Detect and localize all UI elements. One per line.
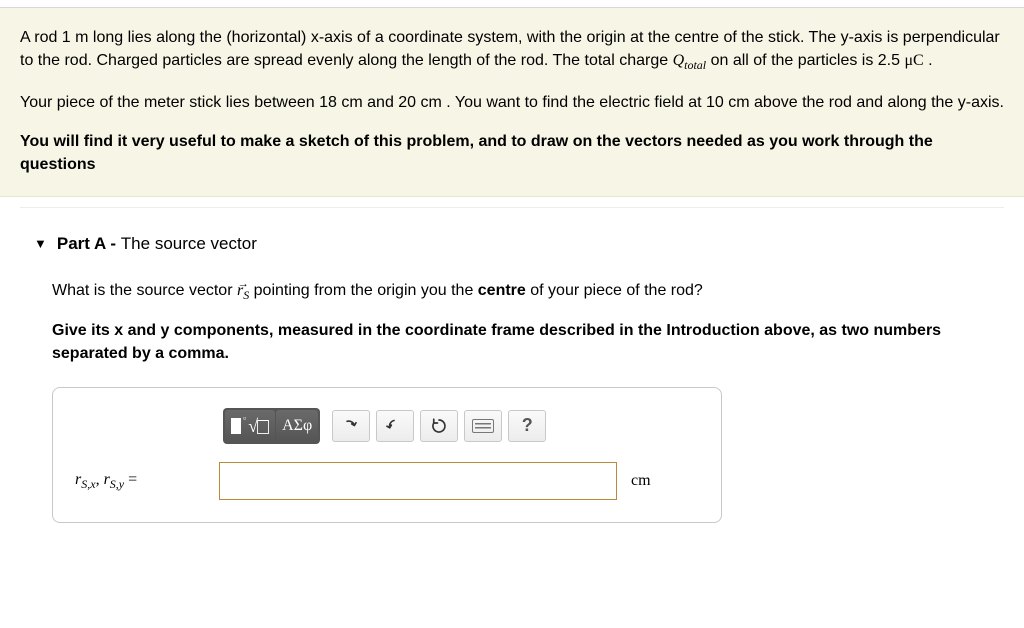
redo-icon <box>386 417 404 435</box>
undo-button[interactable] <box>332 410 370 442</box>
part-subtitle: The source vector <box>121 234 257 253</box>
keyboard-button[interactable] <box>464 410 502 442</box>
rect-icon <box>231 418 241 434</box>
intro-paragraph-3: You will find it very useful to make a s… <box>20 130 1004 176</box>
sqrt-icon: ▫√ <box>243 414 269 437</box>
label-sep: , <box>96 471 104 488</box>
part-dash: - <box>106 234 121 253</box>
help-button[interactable]: ? <box>508 410 546 442</box>
answer-box: ▫√ ΑΣφ ? <box>52 387 722 523</box>
equation-toolbar: ▫√ ΑΣφ ? <box>223 408 699 444</box>
redo-button[interactable] <box>376 410 414 442</box>
question-a: What is the source vector <box>52 282 237 299</box>
toolbar-dark-group: ▫√ ΑΣφ <box>223 408 320 444</box>
intro-panel: A rod 1 m long lies along the (horizonta… <box>0 8 1024 197</box>
greek-button[interactable]: ΑΣφ <box>276 410 318 442</box>
part-a-container: ▼ Part A - The source vector What is the… <box>0 207 1024 533</box>
question-c: of your piece of the rod? <box>526 282 703 299</box>
undo-icon <box>342 417 360 435</box>
intro-p1-text-c: . <box>924 52 933 69</box>
intro-q-var: Q <box>673 52 685 69</box>
question-bold: centre <box>478 282 526 299</box>
intro-paragraph-1: A rod 1 m long lies along the (horizonta… <box>20 26 1004 75</box>
part-body: What is the source vector rS pointing fr… <box>20 261 1004 533</box>
question-b: pointing from the origin you the <box>249 282 478 299</box>
instruction-text: Give its x and y components, measured in… <box>52 319 992 365</box>
intro-q-sub: total <box>684 58 706 72</box>
reset-button[interactable] <box>420 410 458 442</box>
reset-icon <box>430 417 448 435</box>
intro-p1-text-b: on all of the particles is 2.5 <box>706 52 904 69</box>
intro-unit: μC <box>904 52 923 69</box>
chevron-down-icon: ▼ <box>34 235 47 254</box>
part-header[interactable]: ▼ Part A - The source vector <box>20 207 1004 261</box>
label-eq: = <box>124 471 137 488</box>
answer-input[interactable] <box>219 462 617 500</box>
part-title: Part A - The source vector <box>57 232 257 257</box>
intro-paragraph-2: Your piece of the meter stick lies betwe… <box>20 91 1004 114</box>
input-label: rS,x, rS,y = <box>75 468 205 494</box>
keyboard-icon <box>472 419 494 433</box>
vector-r-icon: r <box>237 282 243 299</box>
templates-button[interactable]: ▫√ <box>225 410 275 442</box>
part-label: Part A <box>57 234 106 253</box>
answer-input-row: rS,x, rS,y = cm <box>75 462 699 500</box>
unit-label: cm <box>631 469 651 492</box>
page-top-divider <box>0 0 1024 8</box>
question-text: What is the source vector rS pointing fr… <box>52 279 992 305</box>
